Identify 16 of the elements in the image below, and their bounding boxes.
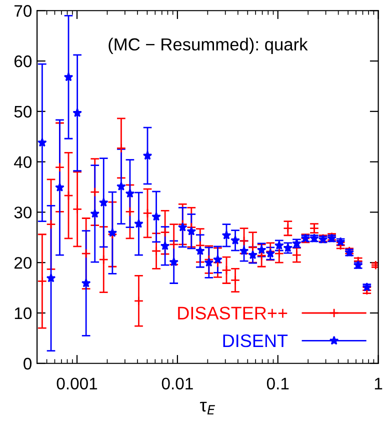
y-tick-label: 10 (14, 307, 32, 320)
y-tick-label: 30 (14, 206, 32, 218)
y-tick-label: 0 (24, 358, 32, 370)
annotation: (MC − Resummed): quark (108, 38, 308, 54)
y-tick-label: 60 (14, 55, 32, 68)
y-tick-label: 40 (14, 156, 32, 168)
legend-label: DISENT (223, 334, 288, 348)
y-tick-label: 20 (14, 256, 32, 269)
x-tick-label: 0.01 (162, 378, 193, 390)
y-tick-label: 70 (14, 5, 32, 17)
x-tick-label: 0.1 (266, 378, 289, 390)
x-tick-label: 1 (374, 378, 382, 390)
x-tick-label: 0.001 (56, 378, 98, 390)
y-tick-label: 50 (14, 106, 32, 118)
x-axis-title: τ$_{E}$ (200, 402, 215, 414)
legend-label: DISASTER++ (178, 306, 288, 320)
